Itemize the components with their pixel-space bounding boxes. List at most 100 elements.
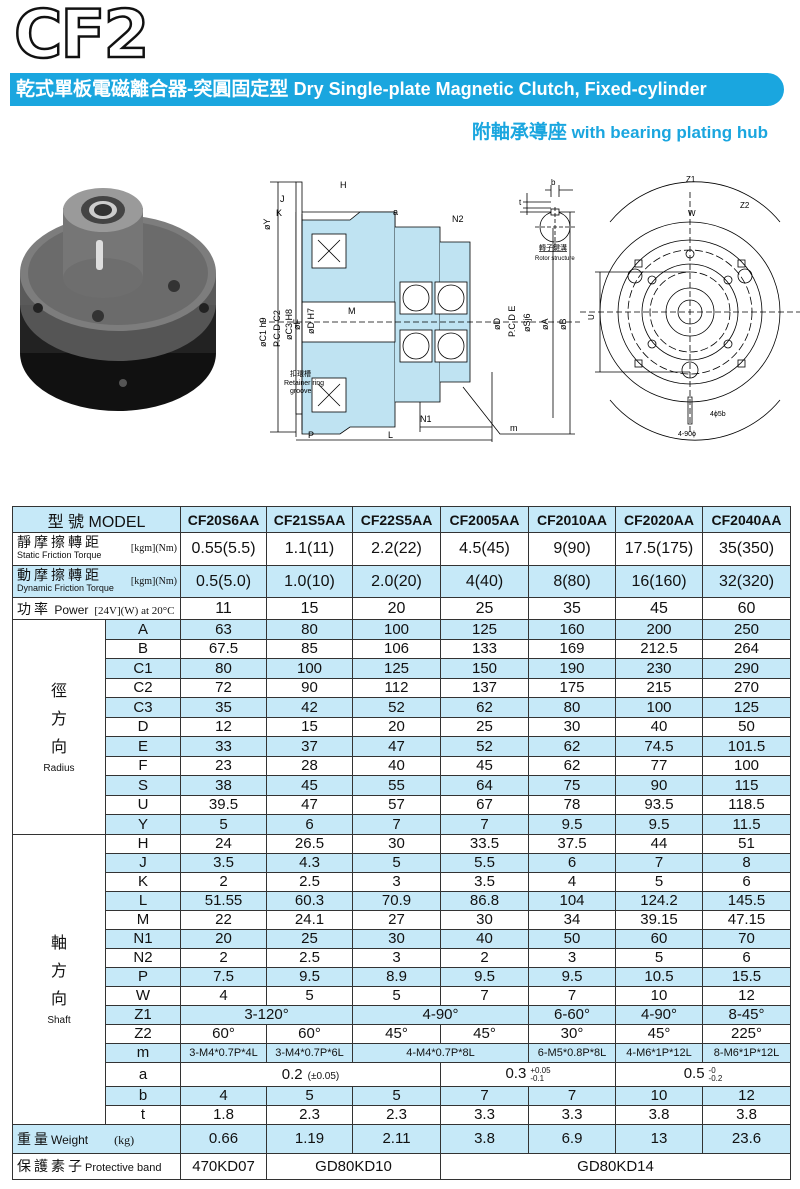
cell: 62 [528, 755, 617, 776]
label-H: H [340, 180, 347, 190]
dimension-key: B [104, 638, 182, 659]
dimension-row-Z2: Z2 60° 60° 45° 45° 30° 45° 225° [13, 1023, 792, 1044]
cell: 52 [352, 697, 442, 718]
cell: 0.3 +0.05 -0.1 [440, 1061, 617, 1087]
cell: 2 [440, 947, 530, 968]
cell: 100 [702, 755, 792, 776]
cell-value: 2 [219, 873, 228, 890]
cell-value: 50 [563, 930, 581, 947]
cell: 34 [528, 909, 617, 930]
cell: 51.55 [180, 890, 268, 911]
cell-value: 30 [388, 930, 405, 947]
cell: 100 [352, 619, 442, 640]
cell: 0.5 -0 -0.2 [615, 1061, 792, 1087]
cell-value: 26.5 [294, 835, 325, 852]
label-N2: N2 [452, 214, 464, 224]
cell: 5.5 [440, 852, 530, 873]
cell-value: 2 [480, 949, 489, 966]
cell: 125 [440, 619, 530, 640]
subtitle-zh: 附軸承導座 [471, 122, 567, 143]
dimension-row-Z1: Z1 3-120° 4-90° 6-60° 4-90° 8-45° [13, 1004, 792, 1025]
cell: 6 [528, 852, 617, 873]
cell: 60 [615, 928, 704, 949]
weight-row: 重量Weight (kg) 0.66 1.19 2.11 3.8 6.9 13 23.6 [11, 1123, 792, 1154]
cell: 4(40) [440, 565, 530, 598]
cell: 4.3 [266, 852, 354, 873]
cell-value: 6-M5*0.8P*8L [537, 1046, 607, 1059]
cell: 1.1(11) [266, 532, 354, 566]
dimension-row-K: K 2 2.5 3 3.5 4 5 6 [13, 871, 792, 892]
spec-row: [kgm](Nm) 動摩擦轉距 Dynamic Friction Torque 0.5… [11, 565, 792, 598]
label-Z1: Z1 [686, 175, 696, 184]
cell-value: 30 [476, 911, 493, 928]
cell: 30 [352, 928, 442, 949]
label-D-H7: øD H7 [306, 308, 316, 334]
cell: 9.5 [440, 966, 530, 987]
cell-value: 70.9 [381, 892, 412, 909]
cell-value: 3.3 [561, 1106, 583, 1123]
cell: 35(350) [702, 532, 792, 566]
cell: 7 [440, 814, 530, 835]
cell: 0.2 (±0.05) [180, 1061, 442, 1087]
label-C2: P.C.D C2 [272, 310, 282, 347]
label-retainer-zh: 扣環槽 [290, 369, 311, 378]
dimension-row-a: a 0.2 (±0.05) 0.3 +0.05 -0.1 0.5 -0 -0.2 [13, 1061, 792, 1087]
cell-value: 60.3 [294, 892, 325, 909]
cell: 5 [352, 1085, 442, 1106]
cell: 7 [440, 1085, 530, 1106]
cell-value: 0.5 [683, 1065, 705, 1083]
cell-value: 10.5 [644, 968, 674, 985]
group-char: 方 [50, 710, 67, 728]
cell-value: 5 [654, 873, 664, 890]
tolerance-lower: -0.1 [530, 1073, 545, 1083]
cell-value: 86.8 [469, 892, 500, 909]
tolerance-lower: -0.2 [708, 1073, 723, 1083]
dimension-key: C2 [104, 677, 182, 698]
cell: 7 [615, 852, 704, 873]
dimension-key: H [104, 833, 182, 854]
cell-value: 4 [219, 1087, 228, 1104]
cell: 30° [528, 1023, 617, 1044]
cell-value: 104 [559, 892, 585, 909]
row-label: [kgm](Nm) 動摩擦轉距 Dynamic Friction Torque [11, 565, 182, 598]
cell: 6-M5*0.8P*8L [528, 1042, 617, 1063]
cell-value: 6 [742, 949, 751, 966]
cell-value: 225° [731, 1025, 763, 1042]
cell: 9.5 [528, 966, 617, 987]
cell: 290 [702, 658, 792, 679]
dimension-row-H: 軸方向 Shaft H 24 26.5 30 33.5 37.5 44 51 [12, 833, 792, 1125]
shaft_group-group-label: 軸方向 Shaft [12, 833, 106, 1125]
cell: 5 [615, 871, 704, 892]
cell: 124.2 [615, 890, 704, 911]
cell: 42 [266, 697, 354, 718]
cell: 4-90° [352, 1004, 530, 1025]
dimension-key: S [104, 775, 182, 796]
cell-value: 44 [650, 835, 668, 852]
cell: GD80KD10 [266, 1152, 442, 1180]
dimension-key: a [104, 1061, 182, 1087]
label-Y: øY [262, 218, 272, 230]
cell: 25 [266, 928, 354, 949]
cell: 8(80) [528, 565, 617, 598]
cell-value: 60° [298, 1025, 321, 1042]
cell-value: 24 [215, 835, 232, 852]
dimension-row-A: 徑方向 Radius A 63 80 100 125 160 200 250 [12, 619, 792, 835]
dimension-key: U [104, 794, 182, 815]
cell: 470KD07 [180, 1152, 268, 1180]
cell: 8 [702, 852, 792, 873]
row-label: [kgm](Nm) 靜摩擦轉距 Static Friction Torque [11, 532, 182, 566]
cell: 35 [528, 597, 617, 620]
cell: 90 [266, 677, 354, 698]
cell: 35 [180, 697, 268, 718]
dimension-key: P [104, 966, 182, 987]
dimension-row-L: L 51.55 60.3 70.9 86.8 104 124.2 145.5 [13, 890, 792, 911]
cell: 67 [440, 794, 530, 815]
cell-value: 8 [742, 854, 751, 871]
label-L: L [388, 430, 393, 440]
cell-value: 24.1 [294, 911, 325, 928]
cell: 7 [352, 814, 442, 835]
tolerance-upper: -0 [708, 1065, 716, 1075]
rotor-caption-zh: 轉子鍵溝 [539, 243, 567, 252]
cell: 7 [440, 985, 530, 1006]
cell-value: 4-M4*0.7P*8L [406, 1046, 475, 1059]
